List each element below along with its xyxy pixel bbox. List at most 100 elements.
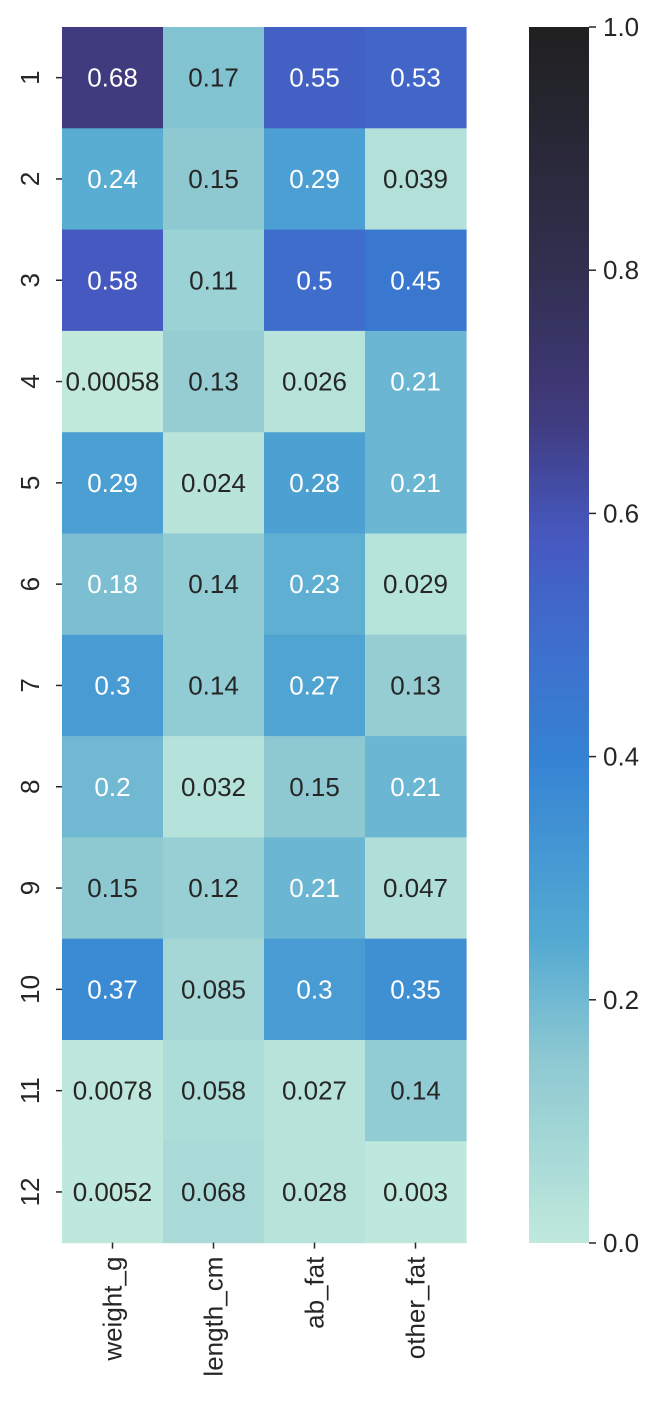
cell-value-label: 0.21 bbox=[390, 367, 441, 397]
heatmap-cell bbox=[62, 837, 164, 940]
cell-value-label: 0.45 bbox=[390, 265, 441, 295]
heatmap-cell bbox=[163, 432, 265, 535]
cell-value-label: 0.21 bbox=[289, 873, 340, 903]
heatmap-cell bbox=[163, 736, 265, 838]
heatmap-cell bbox=[365, 736, 467, 838]
cell-value-label: 0.068 bbox=[181, 1177, 246, 1207]
cell-value-label: 0.13 bbox=[188, 367, 239, 397]
heatmap-cell bbox=[264, 128, 366, 231]
cell-value-label: 0.15 bbox=[188, 164, 239, 194]
heatmap-cell bbox=[62, 1040, 164, 1142]
heatmap-cell bbox=[264, 330, 366, 433]
cell-value-label: 0.55 bbox=[289, 63, 340, 93]
y-tick-label: 7 bbox=[15, 678, 45, 692]
cell-value-label: 0.27 bbox=[289, 670, 340, 700]
heatmap-cell bbox=[365, 634, 467, 737]
heatmap-cell bbox=[62, 229, 164, 332]
y-tick-label: 4 bbox=[15, 374, 45, 388]
heatmap-cell bbox=[163, 330, 265, 433]
heatmap-cell bbox=[365, 27, 467, 129]
heatmap-cell bbox=[264, 736, 366, 838]
heatmap-cell bbox=[62, 533, 164, 636]
heatmap-cell bbox=[163, 1040, 265, 1142]
cell-value-label: 0.085 bbox=[181, 974, 246, 1004]
cell-value-label: 0.029 bbox=[383, 569, 448, 599]
heatmap-cell bbox=[264, 229, 366, 332]
cell-value-label: 0.0052 bbox=[73, 1177, 153, 1207]
cell-value-label: 0.29 bbox=[87, 468, 138, 498]
y-tick-label: 10 bbox=[15, 975, 45, 1004]
colorbar-tick-label: 0.6 bbox=[603, 498, 639, 528]
cell-value-label: 0.047 bbox=[383, 873, 448, 903]
heatmap-cell bbox=[62, 432, 164, 535]
heatmap-cell bbox=[62, 27, 164, 129]
y-tick-label: 11 bbox=[15, 1077, 45, 1104]
cell-value-label: 0.11 bbox=[189, 265, 238, 295]
heatmap-cell bbox=[163, 27, 265, 129]
x-tick-label: ab_fat bbox=[300, 1256, 330, 1329]
cell-value-label: 0.28 bbox=[289, 468, 340, 498]
cell-value-label: 0.13 bbox=[390, 670, 441, 700]
cell-value-label: 0.003 bbox=[383, 1177, 448, 1207]
heatmap-cell bbox=[264, 837, 366, 940]
heatmap-cell bbox=[365, 229, 467, 332]
cell-value-label: 0.028 bbox=[282, 1177, 347, 1207]
heatmap-cell bbox=[62, 938, 164, 1041]
y-tick-label: 5 bbox=[15, 476, 45, 490]
heatmap-cell bbox=[62, 330, 164, 433]
y-tick-label: 6 bbox=[15, 577, 45, 591]
y-tick-label: 12 bbox=[15, 1177, 45, 1206]
cell-value-label: 0.00058 bbox=[66, 367, 160, 397]
y-tick-label: 3 bbox=[15, 273, 45, 287]
heatmap-cell bbox=[163, 1141, 265, 1244]
y-tick-label: 2 bbox=[15, 172, 45, 186]
heatmap-cell bbox=[365, 1040, 467, 1142]
y-tick-label: 9 bbox=[15, 881, 45, 895]
heatmap-cell bbox=[264, 1040, 366, 1142]
cell-value-label: 0.0078 bbox=[73, 1076, 153, 1106]
heatmap-cell bbox=[62, 128, 164, 231]
cell-value-label: 0.12 bbox=[188, 873, 239, 903]
heatmap-cell bbox=[62, 1141, 164, 1244]
cell-value-label: 0.68 bbox=[87, 63, 138, 93]
heatmap-cell bbox=[163, 533, 265, 636]
colorbar-tick-label: 0.4 bbox=[603, 742, 639, 772]
heatmap-cells bbox=[62, 27, 467, 1244]
cell-value-label: 0.3 bbox=[296, 974, 332, 1004]
heatmap-cell bbox=[62, 634, 164, 737]
heatmap-cell bbox=[264, 533, 366, 636]
heatmap-cell-labels: 0.68 0.17 0.55 0.53 0.24 0.15 0.29 0.039 0.58 0.1… bbox=[66, 63, 449, 1207]
heatmap-cell bbox=[163, 634, 265, 737]
heatmap-cell bbox=[264, 634, 366, 737]
heatmap-cell bbox=[365, 128, 467, 231]
cell-value-label: 0.29 bbox=[289, 164, 340, 194]
heatmap-cell bbox=[163, 229, 265, 332]
heatmap-cell bbox=[365, 533, 467, 636]
x-tick-label: other_fat bbox=[401, 1256, 431, 1359]
cell-value-label: 0.14 bbox=[188, 569, 239, 599]
cell-value-label: 0.23 bbox=[289, 569, 340, 599]
heatmap-cell bbox=[365, 432, 467, 535]
heatmap-cell bbox=[62, 736, 164, 838]
cell-value-label: 0.5 bbox=[296, 265, 332, 295]
heatmap-cell bbox=[365, 837, 467, 940]
x-tick-label: weight_g bbox=[98, 1257, 128, 1362]
cell-value-label: 0.18 bbox=[87, 569, 138, 599]
cell-value-label: 0.026 bbox=[282, 367, 347, 397]
cell-value-label: 0.039 bbox=[383, 164, 448, 194]
heatmap-cell bbox=[264, 27, 366, 129]
heatmap-cell bbox=[365, 330, 467, 433]
cell-value-label: 0.15 bbox=[289, 772, 340, 802]
heatmap-cell bbox=[365, 1141, 467, 1244]
heatmap-cell bbox=[163, 128, 265, 231]
cell-value-label: 0.17 bbox=[188, 63, 239, 93]
heatmap-cell bbox=[163, 938, 265, 1041]
cell-value-label: 0.027 bbox=[282, 1076, 347, 1106]
cell-value-label: 0.35 bbox=[390, 974, 441, 1004]
y-tick-label: 8 bbox=[15, 780, 45, 794]
cell-value-label: 0.21 bbox=[390, 772, 441, 802]
heatmap-cell bbox=[264, 938, 366, 1041]
heatmap-cell bbox=[264, 1141, 366, 1244]
cell-value-label: 0.24 bbox=[87, 164, 138, 194]
